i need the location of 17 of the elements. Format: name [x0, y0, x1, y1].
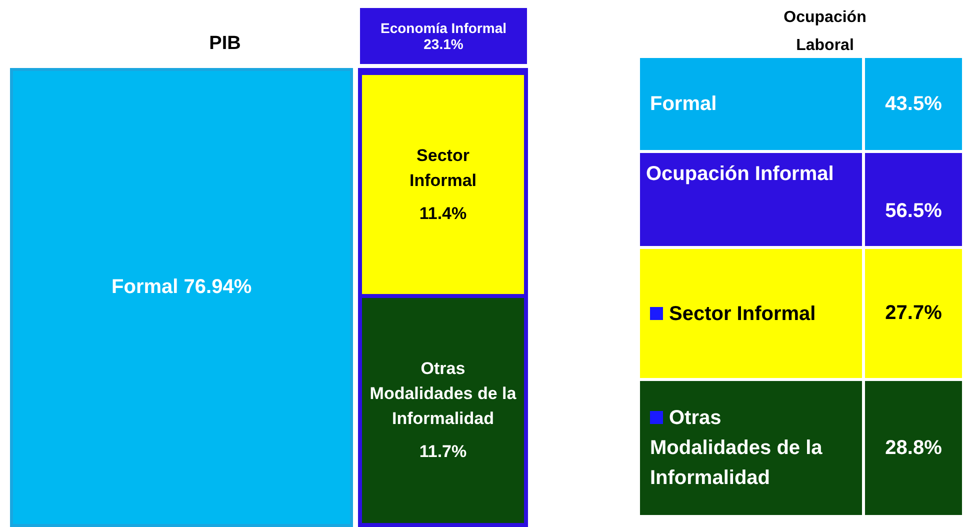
category-label: Ocupación Informal — [646, 162, 835, 188]
data-label: 11.7% — [419, 441, 467, 464]
text: PIB — [208, 33, 242, 55]
data-label: 28.8% — [865, 381, 962, 515]
category-label: Sector Informal — [408, 144, 478, 192]
data-label: 27.7% — [865, 249, 962, 378]
category-label: Otras Modalidades de la Informalidad — [650, 406, 824, 492]
data-label: 56.5% — [865, 153, 962, 246]
data-label: 11.4% — [419, 202, 467, 225]
category-label: Otras Modalidades de la Informalidad — [368, 358, 518, 430]
category-label: Sector Informal — [668, 302, 817, 327]
data-label: 43.5% — [865, 58, 962, 150]
category-label: Formal — [650, 92, 718, 118]
text: Economía Informal 23.1% — [360, 8, 527, 64]
category-label: Formal — [112, 276, 178, 298]
data-label: 76.94% — [184, 276, 252, 298]
text: Ocupación Laboral — [782, 8, 868, 56]
